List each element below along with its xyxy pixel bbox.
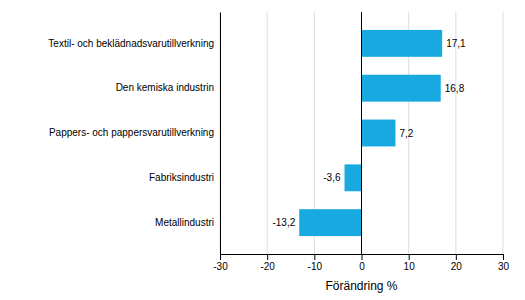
- chart: -30 -20 -10 0 10 20 30 Metallindustri Fabriksind…: [0, 0, 525, 300]
- x-tick: 30: [498, 254, 510, 272]
- bar: [299, 209, 361, 236]
- y-tick: Den kemiska industrin: [116, 82, 220, 93]
- tick-mark: [503, 254, 504, 260]
- x-axis-title: Förändring %: [325, 279, 397, 293]
- x-tick: -30: [213, 254, 228, 272]
- x-tick: 10: [404, 254, 416, 272]
- data-label: 17,1: [446, 38, 466, 49]
- tick-mark: [362, 254, 363, 260]
- tick-mark: [314, 254, 315, 260]
- bar: [362, 120, 396, 147]
- axis-line: [220, 13, 221, 255]
- bar: [362, 75, 441, 102]
- grid-line: [267, 12, 268, 254]
- tick-mark: [220, 254, 221, 260]
- y-tick: Pappers- och pappersvarutillverkning: [49, 127, 220, 138]
- grid: [220, 12, 503, 254]
- tick-label: 10: [404, 261, 416, 272]
- category-label: Textil- och beklädnadsvarutillverkning: [48, 38, 214, 49]
- y-tick: Textil- och beklädnadsvarutillverkning: [48, 38, 220, 49]
- y-tick: Metallindustri: [155, 217, 220, 228]
- grid-line: [220, 12, 221, 254]
- bar: [362, 30, 443, 57]
- data-label: -3,6: [323, 172, 341, 183]
- tick-mark: [409, 254, 410, 260]
- tick-mark: [456, 254, 457, 260]
- category-label: Fabriksindustri: [149, 172, 214, 183]
- x-tick: -10: [308, 254, 323, 272]
- tick-label: -20: [260, 261, 275, 272]
- category-label: Pappers- och pappersvarutillverkning: [49, 127, 214, 138]
- plot: -30 -20 -10 0 10 20 30 Metallindustri Fabriksind…: [48, 12, 509, 293]
- x-tick: 0: [359, 254, 365, 272]
- tick-label: 0: [359, 261, 365, 272]
- data-labels: -13,2 -3,6 7,2 16,8 17,1: [272, 38, 466, 228]
- category-label: Metallindustri: [155, 217, 214, 228]
- tick-label: -30: [213, 261, 228, 272]
- x-tick: 20: [451, 254, 463, 272]
- category-label: Den kemiska industrin: [116, 82, 214, 93]
- data-label: 16,8: [445, 83, 465, 94]
- tick-label: 30: [498, 261, 510, 272]
- grid-line: [503, 12, 504, 254]
- x-axis: -30 -20 -10 0 10 20 30: [213, 254, 509, 272]
- data-label: -13,2: [272, 217, 295, 228]
- grid-line: [361, 12, 362, 254]
- zero-line: [361, 12, 362, 254]
- tick-mark: [267, 254, 268, 260]
- bars: [299, 30, 442, 236]
- tick-label: 20: [451, 261, 463, 272]
- y-tick: Fabriksindustri: [149, 172, 220, 183]
- tick-label: -10: [308, 261, 323, 272]
- x-tick: -20: [260, 254, 275, 272]
- axis-line: [221, 255, 504, 261]
- data-label: 7,2: [399, 128, 413, 139]
- bar: [345, 164, 362, 191]
- y-axis: Metallindustri Fabriksindustri Pappers- oc…: [48, 13, 220, 255]
